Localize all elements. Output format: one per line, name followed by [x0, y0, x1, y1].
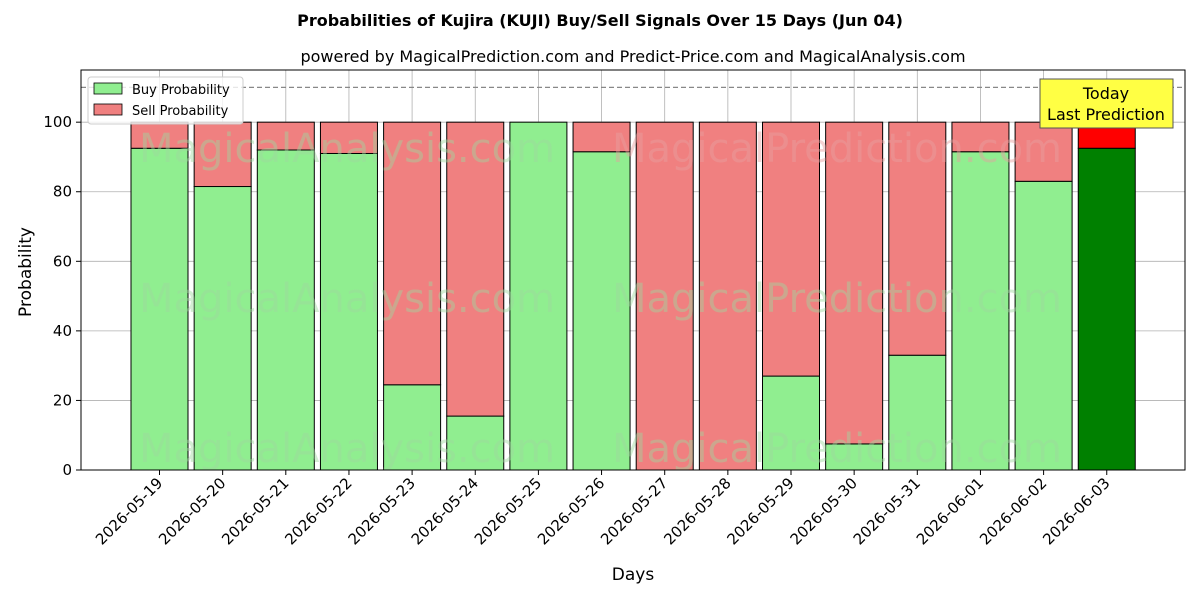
x-tick-label-4: 2026-05-23	[345, 474, 419, 548]
buy-bar-2026-05-20	[193, 186, 252, 471]
sell-bar-2026-05-29	[762, 121, 820, 377]
x-tick-label-10: 2026-05-29	[723, 474, 797, 548]
x-tick-label-0: 2026-05-19	[92, 474, 166, 548]
y-tick-label-2: 40	[53, 322, 72, 340]
sell-bar-2026-05-28	[698, 121, 757, 471]
buy-bar-2026-05-29	[762, 375, 820, 471]
chart-title: Probabilities of Kujira (KUJI) Buy/Sell …	[297, 11, 903, 30]
buy-bar-2026-05-23	[383, 384, 442, 471]
legend-sell-swatch	[93, 103, 123, 116]
y-tick-label-1: 20	[53, 391, 72, 409]
watermarks: MagicalAnalysis.com MagicalPrediction.com…	[139, 126, 1062, 472]
buy-bar-2026-05-25	[509, 121, 568, 471]
x-tick-label-7: 2026-05-26	[534, 474, 608, 548]
sell-bar-2026-05-27	[635, 121, 694, 471]
x-tick-label-9: 2026-05-28	[660, 474, 734, 548]
y-tick-label-3: 60	[53, 252, 72, 270]
sell-bar-2026-06-01	[951, 121, 1010, 153]
sell-bar-2026-05-21	[256, 121, 315, 151]
legend-sell-label: Sell Probability	[132, 104, 229, 119]
chart-subtitle: powered by MagicalPrediction.com and Pre…	[300, 47, 965, 66]
sell-bar-2026-05-24	[446, 121, 505, 417]
x-tick-label-1: 2026-05-20	[155, 474, 229, 548]
x-tick-label-8: 2026-05-27	[597, 474, 671, 548]
sell-bar-2026-05-30	[825, 121, 884, 445]
bars	[130, 121, 1136, 471]
y-axis-label: Probability	[16, 227, 36, 317]
buy-bar-2026-06-01	[951, 151, 1010, 471]
x-tick-label-13: 2026-06-01	[913, 474, 987, 548]
today-annotation-box	[1039, 78, 1174, 129]
x-tick-label-11: 2026-05-30	[787, 474, 861, 548]
x-tick-label-12: 2026-05-31	[850, 474, 924, 548]
buy-bar-2026-05-24	[446, 415, 505, 471]
sell-bar-2026-05-31	[888, 121, 947, 356]
buy-bar-2026-06-02	[1014, 180, 1073, 471]
x-tick-label-14: 2026-06-02	[976, 474, 1050, 548]
y-axis-ticks: 0 20 40 60 80 100	[43, 113, 81, 479]
y-tick-label-4: 80	[53, 183, 72, 201]
y-tick-label-0: 0	[62, 461, 72, 479]
legend: Buy Probability Sell Probability	[87, 76, 244, 125]
sell-bar-2026-05-23	[383, 121, 442, 386]
x-tick-label-2: 2026-05-21	[218, 474, 292, 548]
today-annotation-line2: Last Prediction	[1047, 105, 1165, 124]
legend-buy-label: Buy Probability	[132, 83, 230, 98]
buy-bar-2026-05-22	[319, 152, 378, 471]
x-tick-label-3: 2026-05-22	[281, 474, 355, 548]
buy-bar-2026-05-31	[888, 354, 947, 471]
watermark-analysis-2: MagicalAnalysis.com	[139, 426, 555, 472]
x-axis-ticks: 2026-05-192026-05-202026-05-212026-05-22…	[92, 470, 1114, 548]
watermark-prediction-1: MagicalPrediction.com	[612, 276, 1062, 322]
x-tick-label-15: 2026-06-03	[1039, 474, 1113, 548]
watermark-prediction-2: MagicalPrediction.com	[612, 426, 1062, 472]
watermark-analysis-0: MagicalAnalysis.com	[139, 126, 555, 172]
today-annotation: Today Last Prediction	[1039, 78, 1174, 129]
buy-bar-2026-05-21	[256, 149, 315, 471]
buy-bar-2026-06-03	[1077, 147, 1136, 471]
sell-bar-2026-05-26	[572, 121, 631, 153]
x-axis-label: Days	[612, 565, 655, 585]
watermark-analysis-1: MagicalAnalysis.com	[139, 276, 555, 322]
plot-frame	[80, 69, 1186, 471]
legend-buy-swatch	[93, 82, 123, 95]
today-annotation-line1: Today	[1082, 84, 1129, 103]
y-tick-label-5: 100	[43, 113, 72, 131]
watermark-prediction-0: MagicalPrediction.com	[612, 126, 1062, 172]
x-tick-label-5: 2026-05-24	[408, 474, 482, 548]
x-tick-label-6: 2026-05-25	[471, 474, 545, 548]
legend-box	[87, 76, 244, 125]
sell-bar-2026-05-22	[319, 121, 378, 154]
buy-bar-2026-05-26	[572, 151, 631, 471]
